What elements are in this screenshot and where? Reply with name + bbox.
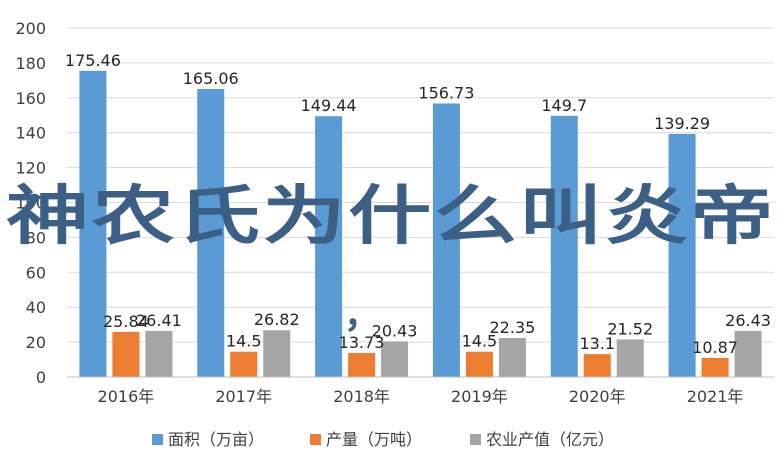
y-tick-label: 40 <box>26 298 46 317</box>
bar-2-6[interactable] <box>701 358 729 377</box>
x-category-label: 2021年 <box>687 387 744 406</box>
data-label: 21.52 <box>607 319 653 338</box>
legend-swatch <box>310 434 321 445</box>
data-label: 26.82 <box>254 310 300 329</box>
bar-3-2[interactable] <box>263 330 291 377</box>
bar-3-5[interactable] <box>616 339 644 377</box>
y-tick-label: 0 <box>36 368 46 387</box>
overlay-comma-mark: ， <box>344 295 380 336</box>
y-tick-label: 120 <box>15 159 46 178</box>
bar-2-5[interactable] <box>583 354 611 377</box>
data-label: 14.5 <box>462 332 498 351</box>
bar-3-6[interactable] <box>734 330 762 377</box>
y-tick-label: 180 <box>15 54 46 73</box>
y-tick-label: 200 <box>15 19 46 38</box>
data-label: 26.43 <box>725 311 771 330</box>
bar-1-6[interactable] <box>668 133 696 377</box>
bar-2-1[interactable] <box>112 331 140 377</box>
overlay-headline: 神农氏为什么叫炎帝 <box>6 180 776 254</box>
bar-3-1[interactable] <box>145 330 173 377</box>
y-tick-label: 100 <box>15 194 46 213</box>
data-label: 13.73 <box>339 333 385 352</box>
x-category-label: 2016年 <box>98 387 155 406</box>
data-label: 10.87 <box>692 338 738 357</box>
bar-1-3[interactable] <box>315 116 343 377</box>
bar-2-3[interactable] <box>348 353 376 377</box>
bar-1-4[interactable] <box>432 103 460 377</box>
data-label: 139.29 <box>654 114 710 133</box>
data-label: 165.06 <box>183 69 239 88</box>
x-axis-categories: 2016年 2017年 2018年 2019年 2020年 2021年 <box>98 387 744 406</box>
data-label: 13.1 <box>579 334 615 353</box>
data-label: 156.73 <box>418 84 474 103</box>
data-label: 175.46 <box>65 51 121 70</box>
gridlines <box>67 27 774 343</box>
legend[interactable]: 面积（万亩） 产量（万吨） 农业产值（亿元） <box>152 430 614 449</box>
data-label: 22.35 <box>490 318 536 337</box>
y-tick-label: 20 <box>26 333 46 352</box>
y-tick-label: 80 <box>26 228 46 247</box>
x-category-label: 2020年 <box>569 387 626 406</box>
x-category-label: 2017年 <box>215 387 272 406</box>
bar-3-4[interactable] <box>498 337 526 377</box>
legend-item-label: 产量（万吨） <box>326 430 422 449</box>
bar-1-2[interactable] <box>197 88 225 377</box>
data-label: 149.7 <box>541 96 587 115</box>
y-tick-label: 160 <box>15 89 46 108</box>
bar-2-4[interactable] <box>465 351 493 377</box>
bar-3-3[interactable] <box>381 341 409 377</box>
data-label: 20.43 <box>372 321 418 340</box>
data-label: 14.5 <box>226 332 262 351</box>
data-label: 149.44 <box>301 96 357 115</box>
bar-1-5[interactable] <box>550 115 578 377</box>
legend-swatch <box>470 434 481 445</box>
legend-swatch <box>152 434 163 445</box>
data-label: 26.41 <box>136 311 182 330</box>
bar-1-1[interactable] <box>79 70 107 377</box>
bar-2-2[interactable] <box>230 351 258 377</box>
y-tick-label: 60 <box>26 263 46 282</box>
x-category-label: 2018年 <box>333 387 390 406</box>
y-axis-ticks: 0 20 40 60 80 100 120 140 160 180 200 <box>15 19 46 387</box>
data-label: 25.84 <box>103 312 149 331</box>
legend-item-label: 农业产值（亿元） <box>486 430 614 449</box>
bars <box>79 70 762 377</box>
legend-item-label: 面积（万亩） <box>168 430 264 449</box>
y-tick-label: 140 <box>15 124 46 143</box>
x-category-label: 2019年 <box>451 387 508 406</box>
